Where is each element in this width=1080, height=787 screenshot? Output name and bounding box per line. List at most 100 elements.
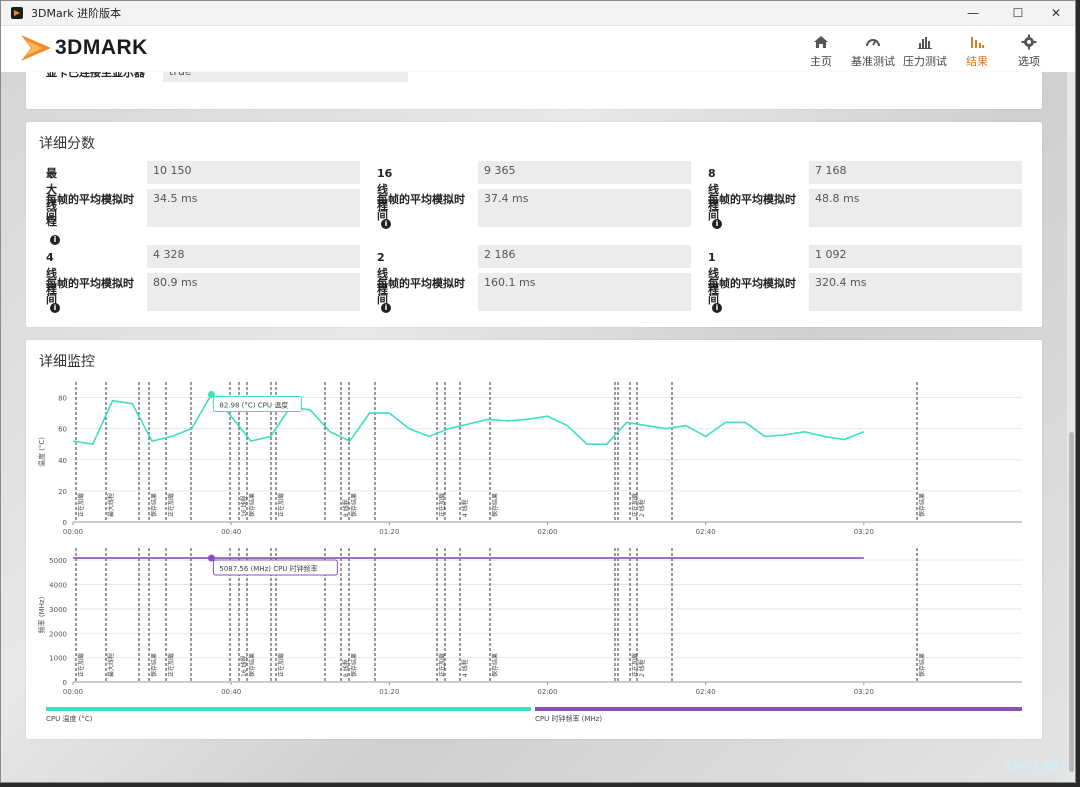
main-nav: 主页 基准测试 压力测试 结果 选项 bbox=[795, 30, 1055, 69]
y-tick-label: 80 bbox=[58, 395, 67, 403]
frame-time-label: 每帧的平均模拟时间 bbox=[377, 193, 465, 222]
phase-marker-label: 保存结果 bbox=[491, 653, 499, 677]
stress-bars-icon bbox=[918, 37, 932, 49]
frame-time-label: 每帧的平均模拟时间 bbox=[708, 193, 796, 222]
score-value: 1 092 bbox=[809, 245, 1022, 268]
phase-marker-label: 16 线程 bbox=[240, 495, 248, 517]
tooltip-box bbox=[212, 395, 302, 412]
y-tick-label: 5000 bbox=[49, 557, 67, 565]
temp-legend-label: CPU 温度 (°C) bbox=[46, 715, 93, 723]
system-info-card: 显卡已连接至显示器 true bbox=[26, 72, 1042, 109]
logo-text: 3DMARK bbox=[55, 36, 148, 59]
temp-legend-bar[interactable] bbox=[46, 707, 531, 711]
y-tick-label: 60 bbox=[58, 426, 67, 434]
frame-time-value: 37.4 ms bbox=[478, 189, 691, 227]
score-label: 8 线程i bbox=[708, 166, 722, 230]
phase-marker-label: 正在加载 bbox=[77, 653, 85, 677]
scrollbar-thumb[interactable] bbox=[1069, 432, 1074, 772]
x-tick-label: 03:20 bbox=[854, 528, 874, 536]
y-axis-label: 频率 (MHz) bbox=[37, 596, 46, 633]
phase-marker-label: 保存结果 bbox=[248, 493, 256, 517]
phase-marker-label: 最大线程 bbox=[107, 493, 115, 517]
watermark-site: SMYZ.NET bbox=[1005, 760, 1067, 774]
close-button[interactable]: ✕ bbox=[1050, 6, 1062, 20]
score-value: 4 328 bbox=[147, 245, 360, 268]
x-tick-label: 00:00 bbox=[63, 688, 83, 696]
frame-time-label: 每帧的平均模拟时间 bbox=[377, 277, 465, 306]
x-tick-label: 00:00 bbox=[63, 528, 83, 536]
x-tick-label: 00:40 bbox=[221, 528, 241, 536]
nav-results[interactable]: 结果 bbox=[951, 30, 1003, 69]
minimize-button[interactable]: — bbox=[967, 6, 979, 20]
nav-stress-tests[interactable]: 压力测试 bbox=[899, 30, 951, 69]
window-title: 3DMark 进阶版本 bbox=[31, 7, 122, 20]
y-tick-label: 4000 bbox=[49, 582, 67, 590]
maximize-button[interactable]: ☐ bbox=[1012, 6, 1024, 20]
phase-marker-label: 16 线程 bbox=[240, 655, 248, 677]
nav-options[interactable]: 选项 bbox=[1003, 30, 1055, 69]
detailed-scores-title: 详细分数 bbox=[39, 136, 95, 152]
y-tick-label: 1000 bbox=[49, 655, 67, 663]
y-tick-label: 0 bbox=[63, 519, 67, 527]
y-tick-label: 0 bbox=[63, 679, 67, 687]
y-tick-label: 3000 bbox=[49, 606, 67, 614]
y-tick-label: 20 bbox=[58, 488, 67, 496]
x-tick-label: 02:40 bbox=[696, 688, 716, 696]
info-icon[interactable]: i bbox=[50, 303, 60, 313]
frame-time-value: 160.1 ms bbox=[478, 273, 691, 311]
frame-time-value: 34.5 ms bbox=[147, 189, 360, 227]
title-bar: 3DMark 进阶版本 — ☐ ✕ bbox=[1, 1, 1075, 26]
series-line bbox=[72, 393, 865, 446]
frame-time-value: 80.9 ms bbox=[147, 273, 360, 311]
phase-marker-label: 2 线程 bbox=[638, 499, 646, 517]
score-label: 1 线程i bbox=[708, 250, 722, 314]
hover-point bbox=[207, 390, 215, 398]
phase-marker-label: 2 线程 bbox=[638, 659, 646, 677]
phase-marker-label: 4 线程 bbox=[461, 659, 469, 677]
detailed-monitoring-card: 详细监控 0 20 40 60 80 温度 (°C) 00:00 00:40 01:20 02:0… bbox=[26, 340, 1042, 739]
phase-marker-label: 保存结果 bbox=[248, 653, 256, 677]
phase-marker-label: 正在加载 bbox=[277, 493, 285, 517]
info-icon[interactable]: i bbox=[381, 219, 391, 229]
phase-marker-label: 保存结果 bbox=[918, 653, 926, 677]
info-icon[interactable]: i bbox=[712, 303, 722, 313]
score-value: 7 168 bbox=[809, 161, 1022, 184]
phase-marker-label: 正在加载 bbox=[438, 493, 446, 517]
nav-home[interactable]: 主页 bbox=[795, 30, 847, 69]
info-icon[interactable]: i bbox=[50, 235, 60, 245]
clock-legend-label: CPU 时钟频率 (MHz) bbox=[535, 715, 603, 723]
app-logo-icon bbox=[11, 7, 23, 19]
y-tick-label: 2000 bbox=[49, 630, 67, 638]
score-label: 2 线程i bbox=[377, 250, 391, 314]
phase-marker-label: 正在加载 bbox=[438, 653, 446, 677]
score-value: 2 186 bbox=[478, 245, 691, 268]
phase-marker-label: 8 线程 bbox=[342, 499, 350, 517]
nav-label: 基准测试 bbox=[851, 55, 895, 68]
phase-marker-label: 保存结果 bbox=[918, 493, 926, 517]
y-axis-label: 温度 (°C) bbox=[37, 437, 46, 467]
gear-icon bbox=[1021, 34, 1037, 50]
scrollbar[interactable] bbox=[1067, 72, 1075, 781]
tooltip-box bbox=[212, 559, 338, 576]
phase-marker-label: 4 线程 bbox=[461, 499, 469, 517]
info-icon[interactable]: i bbox=[381, 303, 391, 313]
frame-time-label: 每帧的平均模拟时间 bbox=[46, 277, 134, 306]
nav-benchmarks[interactable]: 基准测试 bbox=[847, 30, 899, 69]
detailed-scores-card: 详细分数 最大线程i 10 150 每帧的平均模拟时间 34.5 ms 16 线… bbox=[26, 122, 1042, 327]
x-tick-label: 02:40 bbox=[696, 528, 716, 536]
phase-marker-label: 保存结果 bbox=[150, 493, 158, 517]
phase-marker-label: 保存结果 bbox=[150, 653, 158, 677]
display-connected-label: 显卡已连接至显示器 bbox=[46, 72, 145, 79]
info-icon[interactable]: i bbox=[712, 219, 722, 229]
phase-marker-label: 正在加载 bbox=[167, 653, 175, 677]
clock-legend-bar[interactable] bbox=[535, 707, 1022, 711]
score-label: 16 线程i bbox=[377, 167, 393, 229]
x-tick-label: 01:20 bbox=[379, 528, 399, 536]
3dmark-logo[interactable]: 3DMARK bbox=[21, 31, 148, 65]
monitoring-charts: 0 20 40 60 80 温度 (°C) 00:00 00:40 01:20 02:00 02:4… bbox=[37, 382, 1022, 696]
phase-marker-label: 正在加载 bbox=[631, 653, 639, 677]
phase-marker-label: 保存结果 bbox=[350, 493, 358, 517]
phase-marker-label: 正在加载 bbox=[167, 493, 175, 517]
frame-time-label: 每帧的平均模拟时间 bbox=[46, 193, 134, 222]
